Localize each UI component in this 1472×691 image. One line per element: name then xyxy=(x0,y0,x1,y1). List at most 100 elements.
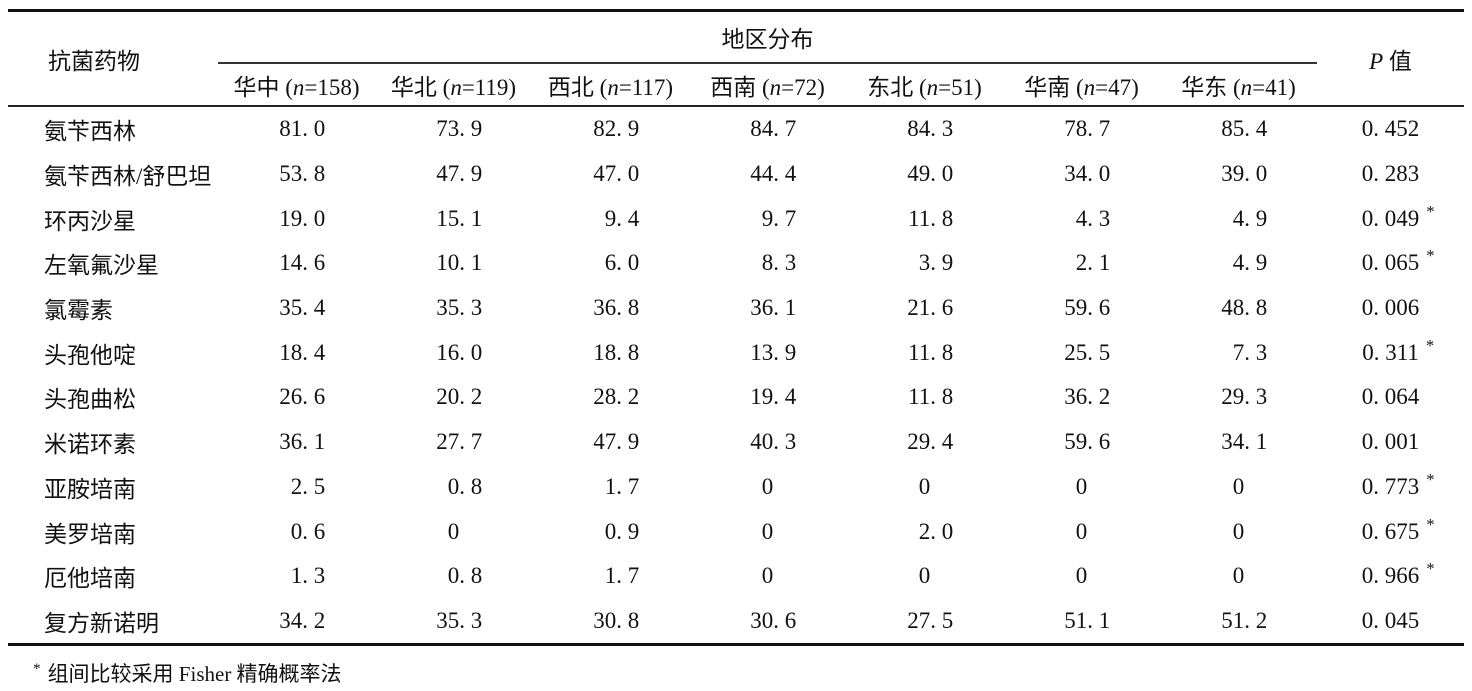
footnote-text: 组间比较采用 Fisher 精确概率法 xyxy=(47,662,342,687)
table-row: 头孢他啶 18. 4 16. 0 18. 8 13. 9 11. 8 25. 5 7. 3 0.… xyxy=(8,330,1464,375)
value-cell: 10. 1 xyxy=(375,241,532,286)
resistance-rate-value: 9. 7 xyxy=(761,205,797,231)
region-header-6: 华东 (n=41) xyxy=(1160,63,1318,107)
value-cell: 49. 0 xyxy=(846,152,1003,197)
value-cell: 0 xyxy=(689,509,846,554)
resistance-rate-value: 40. 3 xyxy=(750,429,797,455)
value-cell: 0. 8 xyxy=(375,554,532,599)
p-value: 0. 966 xyxy=(1361,563,1420,589)
p-value-cell: 0. 966 * xyxy=(1317,554,1464,599)
resistance-rate-value: 36. 2 xyxy=(1064,384,1111,410)
value-cell: 84. 3 xyxy=(846,106,1003,152)
value-cell: 0 xyxy=(1003,465,1160,510)
p-value-cell: 0. 049 * xyxy=(1317,196,1464,241)
p-value: 0. 283 xyxy=(1361,161,1420,187)
drug-name-cell: 氯霉素 xyxy=(44,298,113,324)
table-row: 美罗培南 0. 6 0 0. 9 0 2. 0 0 0 0. 675 * xyxy=(8,509,1464,554)
value-cell: 0 xyxy=(846,554,1003,599)
p-value-cell: 0. 065 * xyxy=(1317,241,1464,286)
resistance-rate-value: 0. 6 xyxy=(290,518,326,544)
resistance-rate-value: 14. 6 xyxy=(279,250,326,276)
value-cell: 11. 8 xyxy=(846,375,1003,420)
resistance-rate-value: 27. 5 xyxy=(907,607,954,633)
drug-name-cell: 左氧氟沙星 xyxy=(44,253,159,279)
table-row: 氨苄西林 81. 0 73. 9 82. 9 84. 7 84. 3 78. 7 85. 4 0… xyxy=(8,106,1464,152)
resistance-rate-value: 11. 8 xyxy=(908,384,954,410)
value-cell: 53. 8 xyxy=(218,152,375,197)
value-cell: 47. 9 xyxy=(532,420,689,465)
value-cell: 0 xyxy=(1160,554,1317,599)
resistance-rate-value: 0 xyxy=(761,473,774,499)
resistance-rate-value: 34. 0 xyxy=(1064,161,1111,187)
value-cell: 0. 8 xyxy=(375,465,532,510)
table-header: 抗菌药物 地区分布 P 值 华中 (n=158) 华北 (n=119) 西北 (n=… xyxy=(8,10,1465,107)
region-header-1: 华北 (n=119) xyxy=(375,63,532,107)
value-cell: 85. 4 xyxy=(1160,106,1317,152)
value-cell: 4. 9 xyxy=(1160,196,1317,241)
value-cell: 0 xyxy=(1160,509,1317,554)
resistance-rate-value: 25. 5 xyxy=(1064,339,1111,365)
p-value: 0. 773 xyxy=(1361,473,1420,499)
resistance-rate-value: 59. 6 xyxy=(1064,295,1111,321)
resistance-rate-value: 4. 3 xyxy=(1075,205,1111,231)
column-group-header-region: 地区分布 xyxy=(218,10,1318,64)
resistance-rate-value: 35. 4 xyxy=(279,295,326,321)
drug-name-cell: 氨苄西林/舒巴坦 xyxy=(44,164,212,190)
value-cell: 1. 7 xyxy=(532,465,689,510)
value-cell: 25. 5 xyxy=(1003,330,1160,375)
resistance-rate-value: 4. 9 xyxy=(1232,205,1268,231)
table-row: 亚胺培南 2. 5 0. 8 1. 7 0 0 0 0 0. 773 * xyxy=(8,465,1464,510)
resistance-rate-value: 59. 6 xyxy=(1064,429,1111,455)
table-footnote: * 组间比较采用 Fisher 精确概率法 xyxy=(33,658,1472,688)
value-cell: 34. 1 xyxy=(1160,420,1317,465)
value-cell: 0. 9 xyxy=(532,509,689,554)
value-cell: 20. 2 xyxy=(375,375,532,420)
value-cell: 47. 0 xyxy=(532,152,689,197)
p-value-cell: 0. 311 * xyxy=(1317,330,1464,375)
drug-name-cell: 美罗培南 xyxy=(44,521,136,547)
table-row: 厄他培南 1. 3 0. 8 1. 7 0 0 0 0 0. 966 * xyxy=(8,554,1464,599)
value-cell: 29. 3 xyxy=(1160,375,1317,420)
value-cell: 0 xyxy=(846,465,1003,510)
p-value-cell: 0. 452 xyxy=(1317,106,1464,152)
value-cell: 0 xyxy=(689,554,846,599)
resistance-rate-value: 73. 9 xyxy=(436,116,483,142)
value-cell: 11. 8 xyxy=(846,330,1003,375)
resistance-rate-value: 2. 1 xyxy=(1075,250,1111,276)
drug-name-cell: 头孢他啶 xyxy=(44,342,136,368)
fisher-test-asterisk: * xyxy=(1426,246,1435,266)
resistance-rate-value: 0 xyxy=(761,563,774,589)
resistance-rate-value: 2. 5 xyxy=(290,473,326,499)
value-cell: 78. 7 xyxy=(1003,106,1160,152)
resistance-rate-value: 0 xyxy=(761,518,774,544)
resistance-rate-value: 6. 0 xyxy=(604,250,640,276)
value-cell: 29. 4 xyxy=(846,420,1003,465)
resistance-rate-value: 10. 1 xyxy=(436,250,483,276)
value-cell: 0 xyxy=(375,509,532,554)
p-value-cell: 0. 773 * xyxy=(1317,465,1464,510)
fisher-test-asterisk: * xyxy=(1426,201,1435,221)
resistance-rate-value: 0. 8 xyxy=(447,563,483,589)
value-cell: 73. 9 xyxy=(375,106,532,152)
value-cell: 51. 2 xyxy=(1160,599,1317,645)
value-cell: 51. 1 xyxy=(1003,599,1160,645)
value-cell: 36. 2 xyxy=(1003,375,1160,420)
p-value-cell: 0. 001 xyxy=(1317,420,1464,465)
region-subheader-row: 华中 (n=158) 华北 (n=119) 西北 (n=117) 西南 (n=72) 东… xyxy=(8,63,1464,107)
value-cell: 8. 3 xyxy=(689,241,846,286)
p-value-cell: 0. 675 * xyxy=(1317,509,1464,554)
value-cell: 11. 8 xyxy=(846,196,1003,241)
value-cell: 4. 9 xyxy=(1160,241,1317,286)
resistance-rate-value: 4. 9 xyxy=(1232,250,1268,276)
resistance-rate-value: 81. 0 xyxy=(279,116,326,142)
resistance-rate-value: 26. 6 xyxy=(279,384,326,410)
drug-name-cell: 氨苄西林 xyxy=(44,119,136,145)
region-header-0: 华中 (n=158) xyxy=(218,63,375,107)
value-cell: 18. 8 xyxy=(532,330,689,375)
value-cell: 0 xyxy=(689,465,846,510)
value-cell: 34. 2 xyxy=(218,599,375,645)
resistance-rate-value: 51. 1 xyxy=(1064,607,1111,633)
value-cell: 0 xyxy=(1003,554,1160,599)
group-header-row: 抗菌药物 地区分布 P 值 xyxy=(8,10,1465,107)
